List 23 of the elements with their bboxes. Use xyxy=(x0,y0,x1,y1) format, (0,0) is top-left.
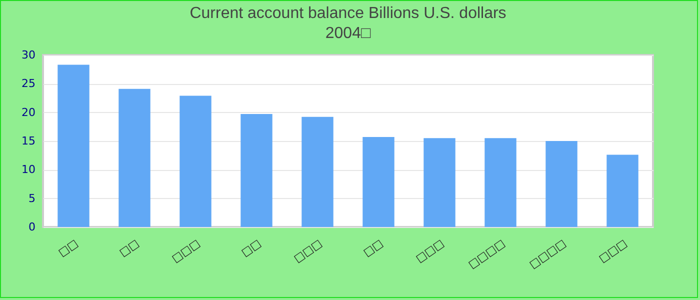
y-tick-label: 15 xyxy=(22,134,36,148)
x-tick-label: □□ xyxy=(360,236,386,260)
bar xyxy=(484,138,516,227)
bar xyxy=(180,96,212,227)
y-tick-label: 20 xyxy=(22,106,36,119)
bar xyxy=(362,136,394,227)
y-tick-label: 10 xyxy=(22,163,36,176)
bar xyxy=(58,64,90,227)
bar xyxy=(302,116,334,227)
y-tick-label: 0 xyxy=(28,220,36,234)
bar xyxy=(118,88,150,227)
bar xyxy=(424,138,456,227)
bar xyxy=(240,114,272,227)
chart-subtitle: 2004□ xyxy=(325,25,371,42)
bar xyxy=(546,141,578,227)
y-tick-label: 30 xyxy=(22,48,36,62)
x-tick-label: □□ xyxy=(238,236,264,260)
x-tick-label: □□ xyxy=(116,236,142,260)
x-tick-label: □□ xyxy=(56,236,80,260)
bar xyxy=(606,154,638,227)
y-tick-label: 5 xyxy=(28,192,36,205)
chart-title: Current account balance Billions U.S. dollars xyxy=(190,5,506,22)
y-tick-label: 25 xyxy=(22,77,36,90)
